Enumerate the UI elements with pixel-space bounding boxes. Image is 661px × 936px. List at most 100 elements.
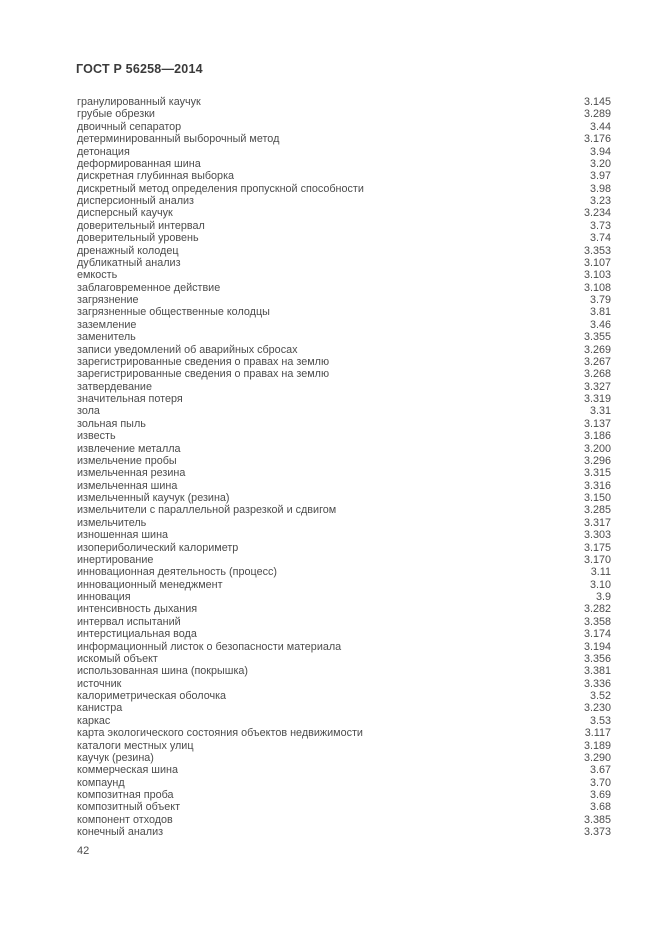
index-ref: 3.355 xyxy=(583,331,611,344)
index-term: известь xyxy=(77,430,116,443)
index-term: измельченная резина xyxy=(77,467,186,480)
index-entry: измельченный каучук (резина) 3.150 xyxy=(77,492,611,504)
index-list: гранулированный каучук 3.145 грубые обре… xyxy=(77,96,611,839)
index-term: искомый объект xyxy=(77,652,158,665)
index-entry: композитный объект 3.68 xyxy=(77,801,611,813)
index-entry: измельчитель 3.317 xyxy=(77,517,611,529)
index-term: измельчитель xyxy=(77,516,147,529)
index-ref: 3.73 xyxy=(589,219,611,232)
index-entry: детонация 3.94 xyxy=(77,146,611,158)
index-entry: изопериболический калориметр 3.175 xyxy=(77,542,611,554)
index-entry: заменитель 3.355 xyxy=(77,331,611,343)
index-ref: 3.107 xyxy=(583,256,611,269)
index-entry: значительная потеря 3.319 xyxy=(77,393,611,405)
index-entry: измельчители с параллельной разрезкой и … xyxy=(77,504,611,516)
index-term: затвердевание xyxy=(77,380,152,393)
index-ref: 3.290 xyxy=(583,751,611,764)
index-term: гранулированный каучук xyxy=(77,96,201,108)
index-term: компонент отходов xyxy=(77,813,173,826)
index-entry: деформированная шина 3.20 xyxy=(77,158,611,170)
index-ref: 3.353 xyxy=(583,244,611,257)
index-entry: измельченная шина 3.316 xyxy=(77,480,611,492)
index-entry: зарегистрированные сведения о правах на … xyxy=(77,368,611,380)
index-ref: 3.31 xyxy=(589,405,611,418)
index-ref: 3.316 xyxy=(583,479,611,492)
index-ref: 3.267 xyxy=(583,355,611,368)
index-ref: 3.11 xyxy=(590,566,611,579)
index-term: изопериболический калориметр xyxy=(77,541,239,554)
index-term: грубые обрезки xyxy=(77,108,155,121)
index-term: извлечение металла xyxy=(77,442,181,455)
index-entry: канистра 3.230 xyxy=(77,702,611,714)
index-entry: загрязнение 3.79 xyxy=(77,294,611,306)
index-entry: заземление 3.46 xyxy=(77,319,611,331)
index-term: каучук (резина) xyxy=(77,751,154,764)
index-entry: композитная проба 3.69 xyxy=(77,789,611,801)
index-ref: 3.74 xyxy=(589,232,611,245)
index-entry: компонент отходов 3.385 xyxy=(77,814,611,826)
index-ref: 3.52 xyxy=(589,690,611,702)
index-ref: 3.174 xyxy=(583,628,611,641)
index-ref: 3.150 xyxy=(583,492,611,504)
index-term: доверительный уровень xyxy=(77,232,199,245)
index-term: инновационная деятельность (процесс) xyxy=(77,566,277,579)
index-term: измельчение пробы xyxy=(77,454,177,467)
index-term: композитная проба xyxy=(77,789,174,801)
index-ref: 3.170 xyxy=(583,553,611,566)
index-term: детерминированный выборочный метод xyxy=(77,133,280,146)
index-ref: 3.315 xyxy=(583,467,611,480)
index-term: использованная шина (покрышка) xyxy=(77,665,249,678)
index-term: композитный объект xyxy=(77,801,181,814)
index-entry: емкость 3.103 xyxy=(77,269,611,281)
index-entry: измельченная резина 3.315 xyxy=(77,467,611,479)
index-entry: инновация 3.9 xyxy=(77,591,611,603)
index-entry: извлечение металла 3.200 xyxy=(77,443,611,455)
index-entry: известь 3.186 xyxy=(77,430,611,442)
index-term: зола xyxy=(77,405,100,418)
index-term: заблаговременное действие xyxy=(77,281,221,294)
index-term: инертирование xyxy=(77,553,154,566)
index-entry: интерстициальная вода 3.174 xyxy=(77,628,611,640)
index-entry: загрязненные общественные колодцы 3.81 xyxy=(77,306,611,318)
index-term: информационный листок о безопасности мат… xyxy=(77,640,342,653)
index-term: измельчители с параллельной разрезкой и … xyxy=(77,504,337,517)
index-ref: 3.296 xyxy=(583,454,611,467)
index-entry: изношенная шина 3.303 xyxy=(77,529,611,541)
index-term: изношенная шина xyxy=(77,529,169,542)
index-ref: 3.145 xyxy=(583,96,611,108)
index-entry: доверительный уровень 3.74 xyxy=(77,232,611,244)
index-ref: 3.44 xyxy=(589,120,611,133)
index-ref: 3.186 xyxy=(583,430,611,443)
index-term: измельченный каучук (резина) xyxy=(77,492,230,504)
index-term: емкость xyxy=(77,269,118,282)
index-term: детонация xyxy=(77,145,130,158)
index-term: интенсивность дыхания xyxy=(77,603,198,616)
index-entry: дисперсный каучук 3.234 xyxy=(77,207,611,219)
index-term: компаунд xyxy=(77,776,125,789)
index-ref: 3.289 xyxy=(583,108,611,121)
index-entry: искомый объект 3.356 xyxy=(77,653,611,665)
index-entry: дискретная глубинная выборка 3.97 xyxy=(77,170,611,182)
index-entry: карта экологического состояния объектов … xyxy=(77,727,611,739)
index-entry: интенсивность дыхания 3.282 xyxy=(77,603,611,615)
index-ref: 3.108 xyxy=(583,281,611,294)
index-entry: зола 3.31 xyxy=(77,405,611,417)
index-ref: 3.137 xyxy=(583,417,611,430)
index-term: коммерческая шина xyxy=(77,764,178,777)
index-term: конечный анализ xyxy=(77,826,164,839)
index-ref: 3.268 xyxy=(583,368,611,381)
index-ref: 3.53 xyxy=(589,714,611,727)
index-term: дренажный колодец xyxy=(77,244,179,257)
index-entry: зарегистрированные сведения о правах на … xyxy=(77,356,611,368)
index-ref: 3.200 xyxy=(583,442,611,455)
index-ref: 3.176 xyxy=(583,133,611,146)
index-entry: инновационный менеджмент 3.10 xyxy=(77,579,611,591)
index-term: измельченная шина xyxy=(77,479,178,492)
index-ref: 3.356 xyxy=(583,652,611,665)
index-ref: 3.69 xyxy=(589,789,611,801)
index-term: инновация xyxy=(77,591,131,603)
index-ref: 3.319 xyxy=(583,393,611,405)
index-ref: 3.285 xyxy=(583,504,611,517)
index-entry: инертирование 3.170 xyxy=(77,554,611,566)
